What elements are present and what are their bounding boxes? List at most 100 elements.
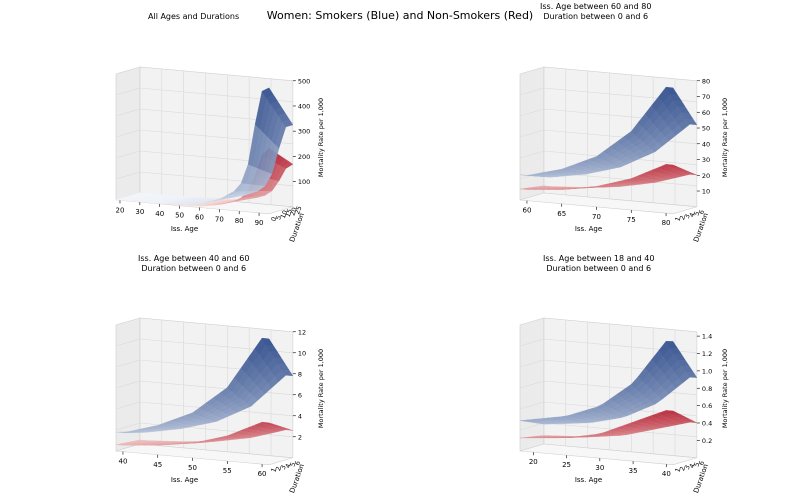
grid-line — [115, 150, 140, 159]
floor-pane — [519, 192, 697, 215]
grid-line — [115, 380, 140, 389]
z-axis-label: Mortality Rate per 1,000 — [317, 349, 325, 428]
y-tick-label: 6 — [697, 209, 706, 216]
x-tick-label: 60 — [195, 214, 204, 222]
y-tick-label: 15 — [284, 208, 294, 219]
grid-line — [115, 401, 140, 410]
x-tick-label: 65 — [557, 210, 566, 218]
x-tick-label: 40 — [155, 210, 164, 218]
z-tick-label: 10 — [298, 349, 306, 357]
x-tick-label: 60 — [258, 470, 267, 478]
grid-line — [115, 108, 140, 117]
z-tick-label: 200 — [298, 153, 310, 161]
y-tick-label: 20 — [288, 206, 298, 217]
x-tick-label: 30 — [595, 464, 604, 472]
x-axis-label: Iss. Age — [575, 476, 602, 484]
non-smoker-surface — [115, 421, 293, 446]
grid-line — [519, 87, 544, 96]
x-tick-label: 50 — [188, 464, 197, 472]
y-tick-label: 5 — [274, 214, 283, 221]
figure-title: Women: Smokers (Blue) and Non-Smokers (R… — [266, 9, 534, 22]
x-tick-label: 75 — [627, 216, 636, 224]
y-tick-label: 1 — [269, 467, 278, 474]
z-tick-label: 1.2 — [702, 350, 712, 358]
y-tick-label: 3 — [279, 464, 288, 471]
z-tick-label: 6 — [298, 391, 302, 399]
smoker-surface — [519, 340, 698, 425]
y-tick-label: 1 — [673, 216, 682, 223]
z-axis-label: Mortality Rate per 1,000 — [317, 98, 325, 177]
x-tick-label: 55 — [223, 467, 232, 475]
smoker-surface — [115, 87, 294, 205]
y-tick-label: 2 — [678, 465, 687, 472]
z-tick-label: 50 — [702, 125, 710, 133]
x-tick-label: 70 — [592, 213, 601, 221]
y-tick-label: 25 — [293, 205, 303, 216]
grid-line — [115, 359, 140, 368]
non-smoker-surface — [519, 410, 697, 439]
z-tick-label: 2 — [298, 433, 302, 441]
z-tick-label: 12 — [298, 328, 306, 336]
panel-3-title: Iss. Age between 40 and 60 Duration betw… — [138, 254, 250, 273]
y-tick-label: 6 — [697, 460, 706, 467]
smoker-surface — [115, 337, 294, 433]
x-tick-label: 25 — [562, 461, 571, 469]
z-tick-label: 20 — [702, 172, 710, 180]
y-tick-label: 6 — [293, 460, 302, 467]
z-tick-label: 40 — [702, 140, 710, 148]
z-tick-label: 8 — [298, 370, 302, 378]
grid-line — [519, 129, 544, 138]
surface-facet — [261, 421, 274, 425]
y-tick-label: 4 — [688, 463, 697, 470]
grid-line — [519, 359, 544, 368]
x-tick-label: 70 — [215, 215, 224, 223]
y-tick-label: 3 — [683, 213, 692, 220]
x-tick-label: 60 — [522, 207, 531, 215]
y-tick-label: 10 — [279, 209, 289, 220]
y-tick-label: 5 — [288, 461, 297, 468]
z-tick-label: 0.4 — [702, 420, 712, 428]
z-tick-label: 70 — [702, 93, 710, 101]
grid-line — [543, 380, 697, 396]
z-tick-label: 4 — [298, 412, 302, 420]
panel-1-title: All Ages and Durations — [148, 12, 240, 21]
panel-4-title: Iss. Age between 18 and 40 Duration betw… — [543, 254, 655, 273]
panel-2-title: Iss. Age between 60 and 80 Duration betw… — [540, 2, 652, 21]
x-tick-label: 80 — [662, 219, 671, 227]
z-tick-label: 500 — [298, 77, 310, 85]
z-tick-label: 300 — [298, 128, 310, 136]
y-tick-label: 2 — [274, 465, 283, 472]
y-tick-label: 5 — [692, 461, 701, 468]
y-tick-label: 3 — [683, 464, 692, 471]
x-tick-label: 35 — [629, 467, 638, 475]
smoker-surface — [519, 86, 698, 178]
grid-line — [115, 171, 140, 180]
y-tick-label: 0 — [269, 216, 278, 223]
grid-line — [519, 422, 544, 431]
x-axis-label: Iss. Age — [171, 476, 198, 484]
x-tick-label: 50 — [175, 212, 184, 220]
y-tick-label: 1 — [673, 467, 682, 474]
grid-line — [115, 422, 140, 431]
z-tick-label: 100 — [298, 178, 310, 186]
z-tick-label: 0.8 — [702, 385, 712, 393]
surface-facet — [665, 410, 678, 414]
surface-facet — [665, 86, 678, 95]
x-tick-label: 20 — [116, 206, 125, 214]
grid-line — [139, 380, 293, 396]
grid-line — [543, 129, 697, 145]
grid-line — [519, 108, 544, 117]
grid-line — [519, 338, 544, 347]
grid-line — [115, 129, 140, 138]
grid-line — [519, 150, 544, 159]
x-tick-label: 80 — [235, 217, 244, 225]
surface-facet — [665, 164, 678, 167]
x-tick-label: 90 — [255, 219, 264, 227]
x-tick-label: 20 — [529, 458, 538, 466]
grid-line — [519, 401, 544, 410]
